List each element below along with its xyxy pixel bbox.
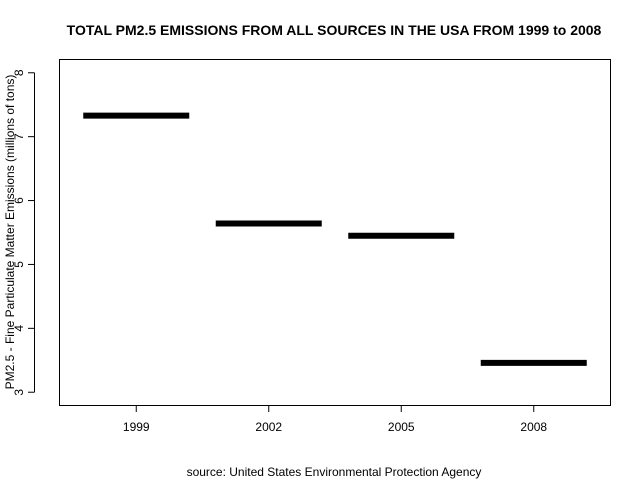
chart-title: TOTAL PM2.5 EMISSIONS FROM ALL SOURCES I… — [67, 22, 602, 38]
y-tick-label: 8 — [12, 69, 26, 76]
plot-frame — [59, 59, 611, 406]
y-tick-label: 5 — [12, 261, 26, 268]
x-tick-label: 2008 — [520, 420, 547, 434]
y-tick-label: 3 — [12, 389, 26, 396]
y-tick-label: 6 — [12, 197, 26, 204]
x-tick-label: 2005 — [388, 420, 415, 434]
y-axis-label: PM2.5 - Fine Particulate Matter Emission… — [3, 75, 17, 390]
x-axis-label: source: United States Environmental Prot… — [187, 465, 482, 479]
y-tick-label: 4 — [12, 325, 26, 332]
x-tick-label: 1999 — [123, 420, 150, 434]
x-axis: 1999 2002 2005 2008 — [123, 405, 547, 434]
y-axis: 3 4 5 6 7 8 — [12, 69, 35, 396]
data-marks — [83, 112, 587, 366]
y-tick-label: 7 — [12, 133, 26, 140]
x-tick-label: 2002 — [255, 420, 282, 434]
